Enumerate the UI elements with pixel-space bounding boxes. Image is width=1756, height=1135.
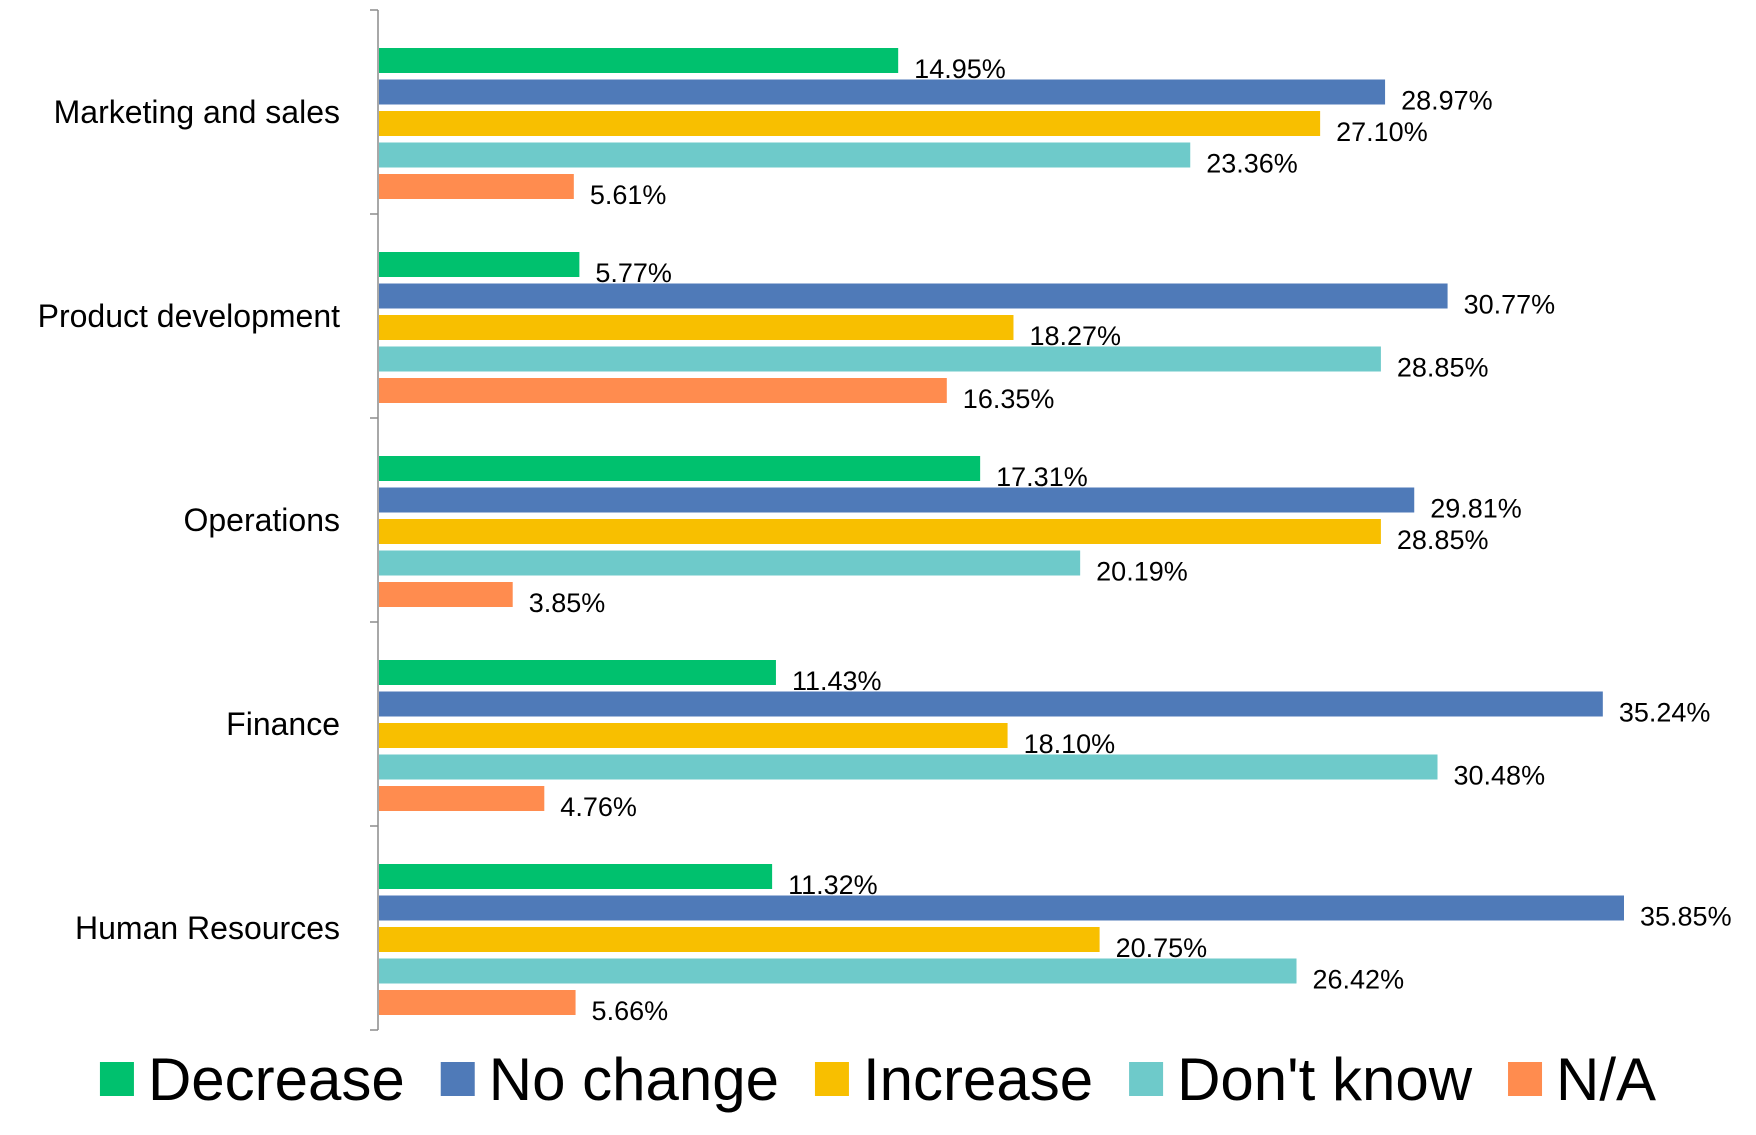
legend-label: N/A bbox=[1556, 1046, 1656, 1113]
data-label: 29.81% bbox=[1430, 494, 1522, 524]
data-label: 28.85% bbox=[1397, 525, 1489, 555]
data-label: 35.24% bbox=[1619, 698, 1711, 728]
legend-label: No change bbox=[489, 1046, 779, 1113]
bar-no-change bbox=[379, 895, 1624, 921]
bar-increase bbox=[379, 927, 1100, 952]
data-label: 28.85% bbox=[1397, 353, 1489, 383]
legend-swatch bbox=[814, 1062, 849, 1096]
data-label: 11.43% bbox=[792, 666, 882, 696]
bar-n-a bbox=[379, 378, 947, 403]
bar-decrease bbox=[379, 252, 580, 277]
bar-don-t-know bbox=[379, 550, 1081, 576]
data-label: 3.85% bbox=[529, 588, 606, 618]
data-label: 26.42% bbox=[1313, 965, 1405, 995]
data-label: 5.61% bbox=[590, 180, 667, 210]
legend-swatch bbox=[99, 1062, 134, 1096]
bar-increase bbox=[379, 315, 1014, 340]
legend: Decrease No change Increase Don't know N/A bbox=[99, 1046, 1656, 1113]
axis-layer: Marketing and sales Product development Op… bbox=[38, 9, 379, 1031]
bars-layer bbox=[379, 48, 1624, 1015]
bar-decrease bbox=[379, 48, 899, 73]
bar-n-a bbox=[379, 174, 574, 199]
data-label: 20.19% bbox=[1096, 557, 1188, 587]
legend-swatch bbox=[1129, 1062, 1164, 1096]
data-label: 16.35% bbox=[963, 384, 1055, 414]
legend-label: Don't know bbox=[1177, 1046, 1473, 1113]
category-label: Finance bbox=[226, 706, 340, 742]
bar-decrease bbox=[379, 660, 776, 685]
data-label: 20.75% bbox=[1116, 933, 1208, 963]
data-label: 30.48% bbox=[1454, 761, 1546, 791]
data-label: 5.77% bbox=[595, 258, 672, 288]
data-label: 30.77% bbox=[1464, 290, 1556, 320]
legend-label: Increase bbox=[863, 1046, 1093, 1113]
data-label: 11.32% bbox=[788, 870, 878, 900]
data-label: 18.10% bbox=[1024, 729, 1116, 759]
legend-swatch bbox=[440, 1062, 475, 1096]
data-label: 18.27% bbox=[1029, 321, 1121, 351]
data-label: 14.95% bbox=[914, 54, 1006, 84]
bar-decrease bbox=[379, 864, 773, 889]
category-label: Marketing and sales bbox=[54, 94, 340, 130]
bar-don-t-know bbox=[379, 754, 1438, 780]
legend-swatch bbox=[1508, 1062, 1543, 1096]
data-label: 35.85% bbox=[1640, 902, 1732, 932]
category-label: Operations bbox=[183, 502, 340, 538]
category-label: Product development bbox=[38, 298, 341, 334]
labels-layer: 14.95% 28.97%27.10% 23.36% 5.61% 5.77% 30.77%… bbox=[529, 54, 1732, 1026]
bar-increase bbox=[379, 723, 1008, 748]
category-label: Human Resources bbox=[75, 910, 340, 946]
data-label: 28.97% bbox=[1401, 86, 1493, 116]
bar-decrease bbox=[379, 456, 981, 481]
data-label: 4.76% bbox=[560, 792, 637, 822]
data-label: 17.31% bbox=[996, 462, 1088, 492]
bar-no-change bbox=[379, 283, 1448, 309]
data-label: 27.10% bbox=[1336, 117, 1428, 147]
bar-n-a bbox=[379, 786, 545, 811]
bar-don-t-know bbox=[379, 142, 1191, 168]
bar-increase bbox=[379, 111, 1321, 136]
data-label: 23.36% bbox=[1206, 149, 1298, 179]
bar-n-a bbox=[379, 582, 513, 607]
legend-label: Decrease bbox=[148, 1046, 405, 1113]
bar-don-t-know bbox=[379, 958, 1297, 984]
bar-don-t-know bbox=[379, 346, 1381, 372]
data-label: 5.66% bbox=[592, 996, 669, 1026]
bar-no-change bbox=[379, 487, 1415, 513]
bar-no-change bbox=[379, 691, 1603, 717]
bar-increase bbox=[379, 519, 1381, 544]
bar-n-a bbox=[379, 990, 576, 1015]
bar-no-change bbox=[379, 79, 1386, 105]
